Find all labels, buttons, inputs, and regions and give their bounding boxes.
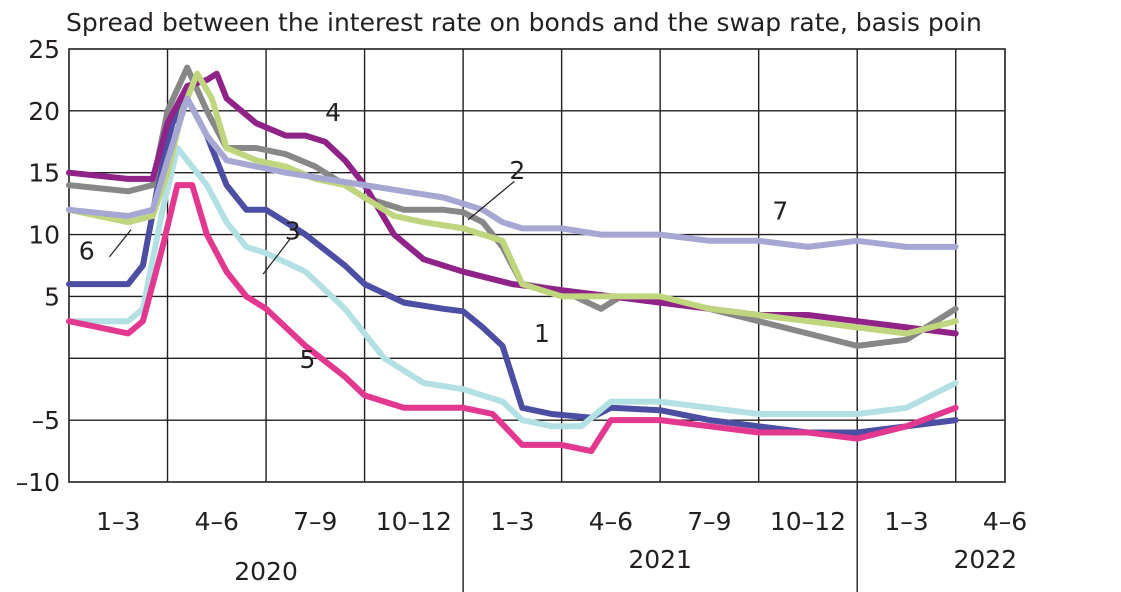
- label-leader-line: [262, 239, 291, 275]
- x-tick-label: 1–3: [490, 507, 534, 536]
- x-tick-label: 1–3: [884, 507, 928, 536]
- label-leader-line: [108, 229, 132, 258]
- y-tick-label: 10: [28, 221, 60, 250]
- series-label: 4: [325, 98, 341, 127]
- x-axis: 1–3 4–6 7–9 10–12 1–3 4–6 7–9 10–12 1–3 4–6 2020 20…: [96, 507, 1027, 586]
- x-tick-label: 4–6: [195, 507, 239, 536]
- y-tick-label: 25: [28, 35, 60, 64]
- series-layer: [66, 64, 959, 455]
- label-leader-line: [467, 180, 515, 221]
- series-label: 1: [534, 319, 550, 348]
- series-label: 6: [79, 236, 95, 265]
- year-label: 2022: [953, 545, 1017, 574]
- chart-title: Spread between the interest rate on bond…: [66, 8, 982, 37]
- x-tick-label: 10–12: [376, 507, 452, 536]
- y-tick-label: 15: [28, 159, 60, 188]
- y-tick-label: –10: [16, 468, 60, 497]
- x-tick-label: 4–6: [983, 507, 1027, 536]
- series-line-4: [66, 70, 959, 337]
- y-tick-label: –5: [32, 406, 60, 435]
- series-line-2: [66, 64, 959, 349]
- series-line-6: [66, 70, 959, 337]
- year-label: 2021: [628, 545, 692, 574]
- x-tick-label: 10–12: [770, 507, 846, 536]
- series-label: 5: [299, 345, 315, 374]
- series-label: 2: [509, 156, 525, 185]
- x-tick-label: 7–9: [293, 507, 337, 536]
- y-axis: 25 20 15 10 5 –5 –10: [16, 35, 60, 497]
- x-tick-label: 4–6: [589, 507, 633, 536]
- plot-frame: [68, 48, 1006, 483]
- year-label: 2020: [234, 557, 298, 586]
- series-line-3: [66, 145, 959, 430]
- series-line-7: [66, 95, 959, 250]
- series-label: 7: [772, 197, 788, 226]
- series-labels: 4 2 7 3 6 1 5: [79, 98, 789, 374]
- x-tick-label: 7–9: [687, 507, 731, 536]
- y-tick-label: 5: [44, 282, 60, 311]
- y-tick-label: 20: [28, 97, 60, 126]
- series-line-5: [66, 182, 959, 455]
- x-tick-label: 1–3: [96, 507, 140, 536]
- series-label: 3: [285, 217, 301, 246]
